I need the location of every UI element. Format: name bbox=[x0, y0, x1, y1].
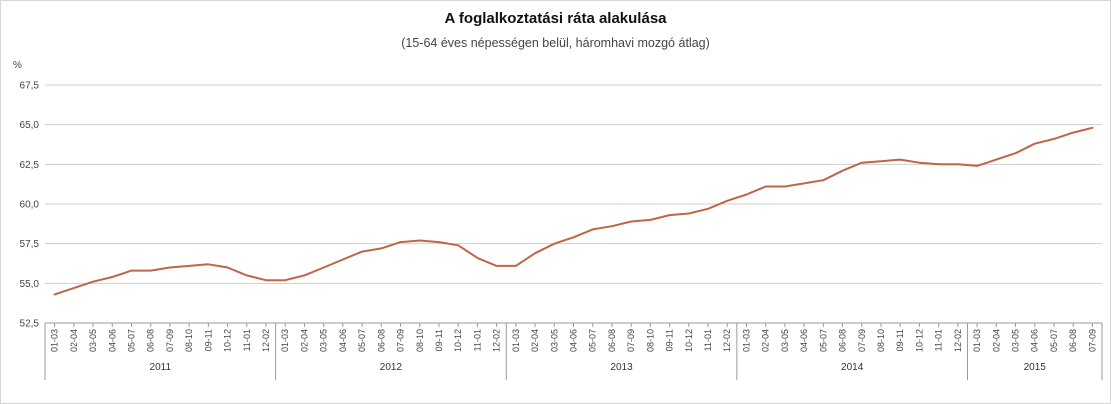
x-tick-label: 01-03 bbox=[972, 329, 982, 352]
x-tick-label: 06-08 bbox=[838, 329, 848, 352]
x-tick-label: 07-09 bbox=[857, 329, 867, 352]
x-tick-label: 06-08 bbox=[607, 329, 617, 352]
y-tick-label: 65,0 bbox=[20, 120, 40, 131]
x-tick-label: 05-07 bbox=[126, 329, 136, 352]
x-tick-label: 09-11 bbox=[665, 329, 675, 351]
x-tick-label: 01-03 bbox=[511, 329, 521, 352]
x-tick-label: 09-11 bbox=[203, 329, 213, 351]
x-tick-label: 10-12 bbox=[223, 329, 233, 352]
x-tick-label: 08-10 bbox=[645, 329, 655, 352]
x-tick-label: 07-09 bbox=[396, 329, 406, 352]
y-tick-label: 62,5 bbox=[20, 160, 40, 171]
x-tick-label: 01-03 bbox=[741, 329, 751, 352]
year-label: 2012 bbox=[380, 362, 403, 373]
x-tick-label: 04-06 bbox=[1030, 329, 1040, 352]
x-tick-label: 12-02 bbox=[261, 329, 271, 352]
x-tick-label: 10-12 bbox=[914, 329, 924, 352]
y-tick-label: 55,0 bbox=[20, 279, 40, 290]
x-tick-label: 02-04 bbox=[69, 329, 79, 352]
x-tick-label: 07-09 bbox=[165, 329, 175, 352]
x-tick-label: 06-08 bbox=[1068, 329, 1078, 352]
x-tick-label: 01-03 bbox=[280, 329, 290, 352]
x-tick-label: 10-12 bbox=[453, 329, 463, 352]
x-tick-label: 11-01 bbox=[934, 329, 944, 351]
x-tick-label: 03-05 bbox=[1011, 329, 1021, 352]
x-tick-label: 09-11 bbox=[434, 329, 444, 351]
year-label: 2011 bbox=[150, 362, 172, 373]
x-tick-label: 02-04 bbox=[991, 329, 1001, 352]
x-tick-label: 05-07 bbox=[357, 329, 367, 352]
x-tick-label: 11-01 bbox=[242, 329, 252, 351]
x-tick-label: 04-06 bbox=[569, 329, 579, 352]
x-tick-label: 03-05 bbox=[319, 329, 329, 352]
x-tick-label: 11-01 bbox=[703, 329, 713, 351]
x-tick-label: 02-04 bbox=[761, 329, 771, 352]
x-tick-label: 12-02 bbox=[722, 329, 732, 352]
x-tick-label: 03-05 bbox=[549, 329, 559, 352]
x-tick-label: 06-08 bbox=[146, 329, 156, 352]
y-tick-label: 52,5 bbox=[20, 319, 40, 330]
series-line bbox=[53, 126, 1094, 296]
chart-subtitle: (15-64 éves népességen belül, háromhavi … bbox=[401, 36, 710, 50]
x-tick-label: 05-07 bbox=[818, 329, 828, 352]
chart-title: A foglalkoztatási ráta alakulása bbox=[444, 10, 667, 27]
year-label: 2015 bbox=[1024, 362, 1047, 373]
x-tick-label: 05-07 bbox=[588, 329, 598, 352]
y-tick-label: 67,5 bbox=[20, 81, 40, 92]
x-tick-label: 07-09 bbox=[1087, 329, 1097, 352]
x-tick-label: 08-10 bbox=[415, 329, 425, 352]
x-tick-label: 03-05 bbox=[88, 329, 98, 352]
x-tick-label: 04-06 bbox=[338, 329, 348, 352]
x-tick-label: 03-05 bbox=[780, 329, 790, 352]
year-label: 2014 bbox=[841, 362, 864, 373]
y-axis-unit: % bbox=[13, 60, 22, 71]
y-tick-label: 57,5 bbox=[20, 239, 40, 250]
x-tick-label: 10-12 bbox=[684, 329, 694, 352]
year-label: 2013 bbox=[610, 362, 633, 373]
x-tick-label: 04-06 bbox=[107, 329, 117, 352]
x-tick-label: 06-08 bbox=[376, 329, 386, 352]
x-tick-label: 07-09 bbox=[626, 329, 636, 352]
x-tick-label: 05-07 bbox=[1049, 329, 1059, 352]
x-tick-label: 01-03 bbox=[50, 329, 60, 352]
x-tick-label: 02-04 bbox=[299, 329, 309, 352]
x-tick-label: 08-10 bbox=[876, 329, 886, 352]
x-tick-label: 08-10 bbox=[184, 329, 194, 352]
x-tick-label: 11-01 bbox=[472, 329, 482, 351]
x-tick-label: 12-02 bbox=[953, 329, 963, 352]
y-tick-label: 60,0 bbox=[20, 200, 40, 211]
x-tick-label: 12-02 bbox=[492, 329, 502, 352]
x-tick-label: 02-04 bbox=[530, 329, 540, 352]
x-tick-label: 09-11 bbox=[895, 329, 905, 351]
x-tick-label: 04-06 bbox=[799, 329, 809, 352]
